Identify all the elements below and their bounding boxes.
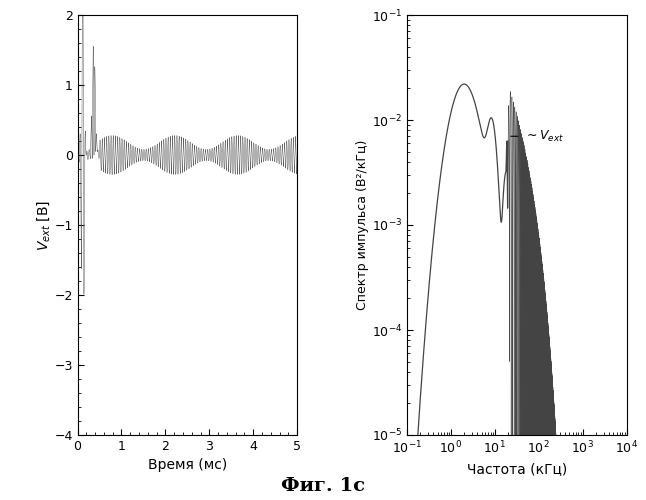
Text: $\sim V_{ext}$: $\sim V_{ext}$ (511, 128, 564, 144)
X-axis label: Время (мс): Время (мс) (148, 458, 227, 472)
Text: Фиг. 1с: Фиг. 1с (281, 477, 365, 495)
X-axis label: Частота (кГц): Частота (кГц) (466, 462, 567, 476)
Y-axis label: $V_{ext}$ [В]: $V_{ext}$ [В] (35, 200, 52, 250)
Y-axis label: Спектр импульса (В²/кГц): Спектр импульса (В²/кГц) (356, 140, 369, 310)
